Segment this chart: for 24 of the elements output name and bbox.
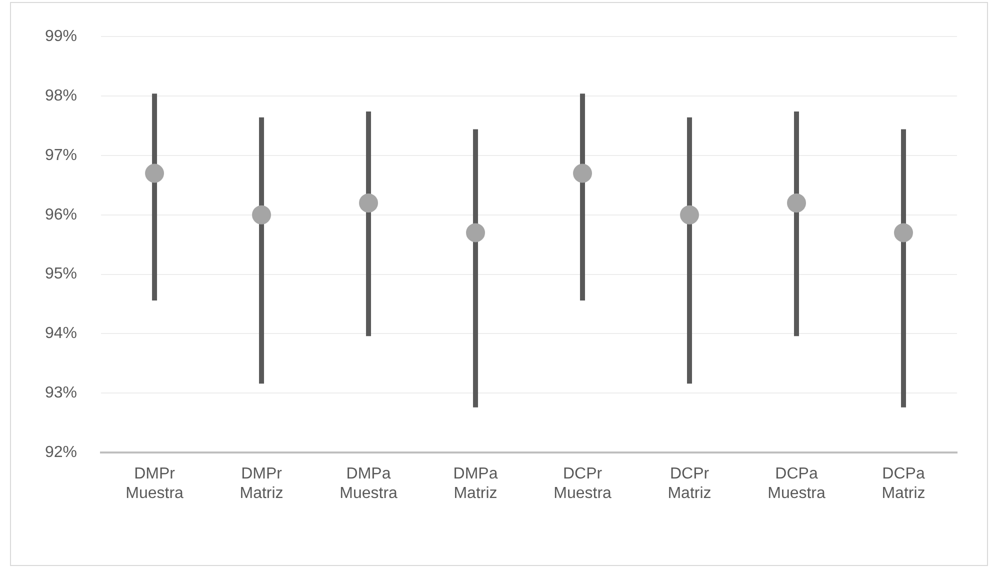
- y-tick-label: 97%: [44, 146, 78, 164]
- x-tick-label: DCPr Muestra: [554, 466, 612, 502]
- y-tick-label: 95%: [44, 266, 78, 283]
- y-tick-label: 94%: [44, 325, 78, 342]
- x-tick-label: DMPr Matriz: [240, 466, 284, 502]
- y-tick-label: 99%: [44, 28, 78, 46]
- point: [145, 164, 164, 183]
- x-tick-label: DCPa Matriz: [882, 466, 926, 502]
- x-tick-label: DMPa Muestra: [340, 466, 398, 502]
- point: [466, 223, 486, 242]
- x-tick-label: DMPr Muestra: [126, 466, 184, 502]
- y-tick-label: 96%: [44, 206, 78, 224]
- y-tick-label: 93%: [44, 384, 78, 402]
- point: [359, 194, 378, 212]
- point: [573, 164, 592, 183]
- y-tick-label: 98%: [44, 87, 78, 104]
- x-tick-label: DCPr Matriz: [668, 466, 712, 502]
- y-tick-label: 92%: [44, 444, 78, 462]
- point: [894, 223, 913, 242]
- point: [680, 205, 700, 224]
- x-tick-label: DMPa Matriz: [453, 466, 498, 502]
- point: [252, 205, 272, 224]
- x-tick-label: DCPa Muestra: [768, 466, 826, 502]
- point: [787, 194, 806, 212]
